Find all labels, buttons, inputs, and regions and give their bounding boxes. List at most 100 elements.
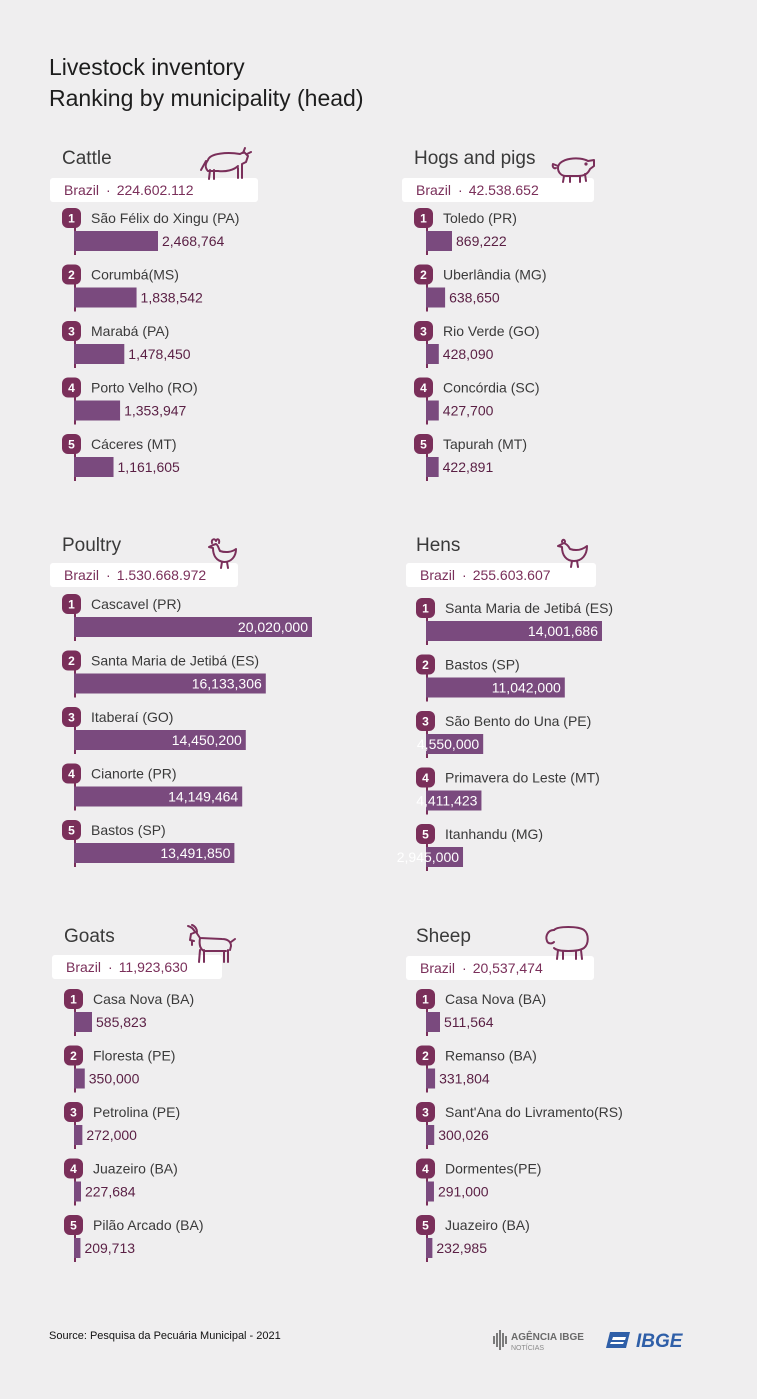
value-label: 4,550,000 [417,736,479,752]
bar [426,677,565,698]
rank-number: 5 [70,1219,77,1233]
rank-badge: 2 [416,654,435,675]
bar [74,843,235,863]
rank-number: 2 [68,654,75,668]
sheep-icon [545,926,589,960]
municipality-label: Cianorte (PR) [91,766,177,782]
bar [426,457,439,477]
bar-chart: 1 Casa Nova (BA) 585,823 2 Floresta (PE) 350,… [64,989,204,1262]
municipality-label: Cáceres (MT) [91,436,177,452]
rank-number: 3 [68,325,75,339]
value-label: 14,149,464 [168,789,238,805]
municipality-label: Casa Nova (BA) [93,991,194,1007]
bar [74,1125,83,1145]
rank-number: 5 [68,438,75,452]
bar-chart: 1 São Félix do Xingu (PA) 2,468,764 2 Corumb… [62,208,239,481]
bar [74,1238,81,1258]
bar-chart: 1 Santa Maria de Jetibá (ES) 14,001,686 2 Ba… [397,598,613,871]
value-label: 427,700 [443,403,494,419]
value-label: 350,000 [89,1071,140,1087]
rank-badge: 2 [62,264,81,285]
rank-badge-shape [62,208,81,228]
municipality-label: Dormentes(PE) [445,1161,541,1177]
municipality-label: Remanso (BA) [445,1048,537,1064]
rank-number: 5 [422,1219,429,1233]
rank-badge: 5 [62,820,81,840]
rank-badge: 4 [416,1158,435,1179]
rank-badge-shape [416,598,435,618]
total-box: Brazil · 11,923,630 [52,955,222,979]
bar [426,400,439,421]
municipality-label: Porto Velho (RO) [91,380,198,396]
panel-goats: Goats Brazil · 11,923,630 1 Casa Nova (BA… [52,924,394,1306]
total-separator: · [462,960,467,976]
rank-number: 2 [420,268,427,282]
value-label: 511,564 [444,1014,494,1030]
municipality-label: Santa Maria de Jetibá (ES) [445,600,613,616]
rank-badge: 4 [414,377,433,398]
rank-badge: 5 [416,1215,435,1235]
municipality-label: Rio Verde (GO) [443,323,539,339]
bar [74,231,158,251]
value-label: 11,042,000 [492,680,561,696]
rank-number: 1 [68,212,75,226]
value-label: 2,945,000 [397,849,459,865]
rank-number: 2 [422,658,429,672]
rank-number: 5 [422,828,429,842]
rank-badge-shape [416,654,435,675]
panel-sheep: Sheep Brazil · 20,537,474 1 Casa Nova (BA… [406,926,746,1306]
rank-badge-shape [416,767,435,788]
value-label: 585,823 [96,1014,147,1030]
value-label: 869,222 [456,233,507,249]
panel-title: Goats [64,926,115,947]
municipality-label: Santa Maria de Jetibá (ES) [91,653,259,669]
municipality-label: Bastos (SP) [445,657,520,673]
municipality-label: Itanhandu (MG) [445,826,543,842]
rank-badge: 1 [62,594,81,614]
panel-poultry: Poultry Brazil · 1.530.668.972 1 Cascavel… [50,535,392,915]
bar [74,344,125,364]
total-label: Brazil [420,960,456,976]
rank-badge-shape [62,650,81,671]
bar [74,617,312,637]
rank-badge-shape [62,321,81,341]
rank-badge-shape [416,1215,435,1235]
rank-badge-shape [416,824,435,844]
value-label: 16,133,306 [192,676,262,692]
rank-number: 2 [422,1049,429,1063]
total-label: Brazil [66,959,102,975]
bar [426,287,446,308]
rank-badge-shape [64,1045,83,1066]
ibge-mark [606,1332,630,1348]
bar [426,1012,440,1032]
total-label: Brazil [64,567,100,583]
value-label: 1,478,450 [128,346,190,362]
municipality-label: São Félix do Xingu (PA) [91,210,239,226]
panel-hens: Hens Brazil · 255.603.607 1 Santa Maria d… [397,535,746,915]
total-value: 20,537,474 [472,960,543,976]
bar [426,621,602,641]
bar [74,1181,81,1202]
rank-number: 2 [70,1049,77,1063]
total-value: 255.603.607 [472,567,551,583]
bar-chart: 1 Casa Nova (BA) 511,564 2 Remanso (BA) 331,8… [416,989,623,1262]
hen-icon [557,538,588,568]
value-label: 1,161,605 [118,459,180,475]
municipality-label: Sant'Ana do Livramento(RS) [445,1104,623,1120]
value-label: 1,838,542 [141,290,203,306]
total-separator: · [108,959,113,975]
value-label: 331,804 [439,1071,490,1087]
rank-badge-shape [414,208,433,228]
rank-badge: 1 [414,208,433,228]
municipality-label: Petrolina (PE) [93,1104,180,1120]
rank-badge-shape [64,1158,83,1179]
rank-number: 4 [422,1162,429,1176]
value-label: 638,650 [449,290,500,306]
panel-title: Cattle [62,148,112,169]
municipality-label: Floresta (PE) [93,1048,175,1064]
rank-badge: 5 [414,434,433,454]
bar [74,730,246,750]
rank-badge-shape [416,1045,435,1066]
rank-number: 1 [422,993,429,1007]
total-separator: · [462,567,467,583]
